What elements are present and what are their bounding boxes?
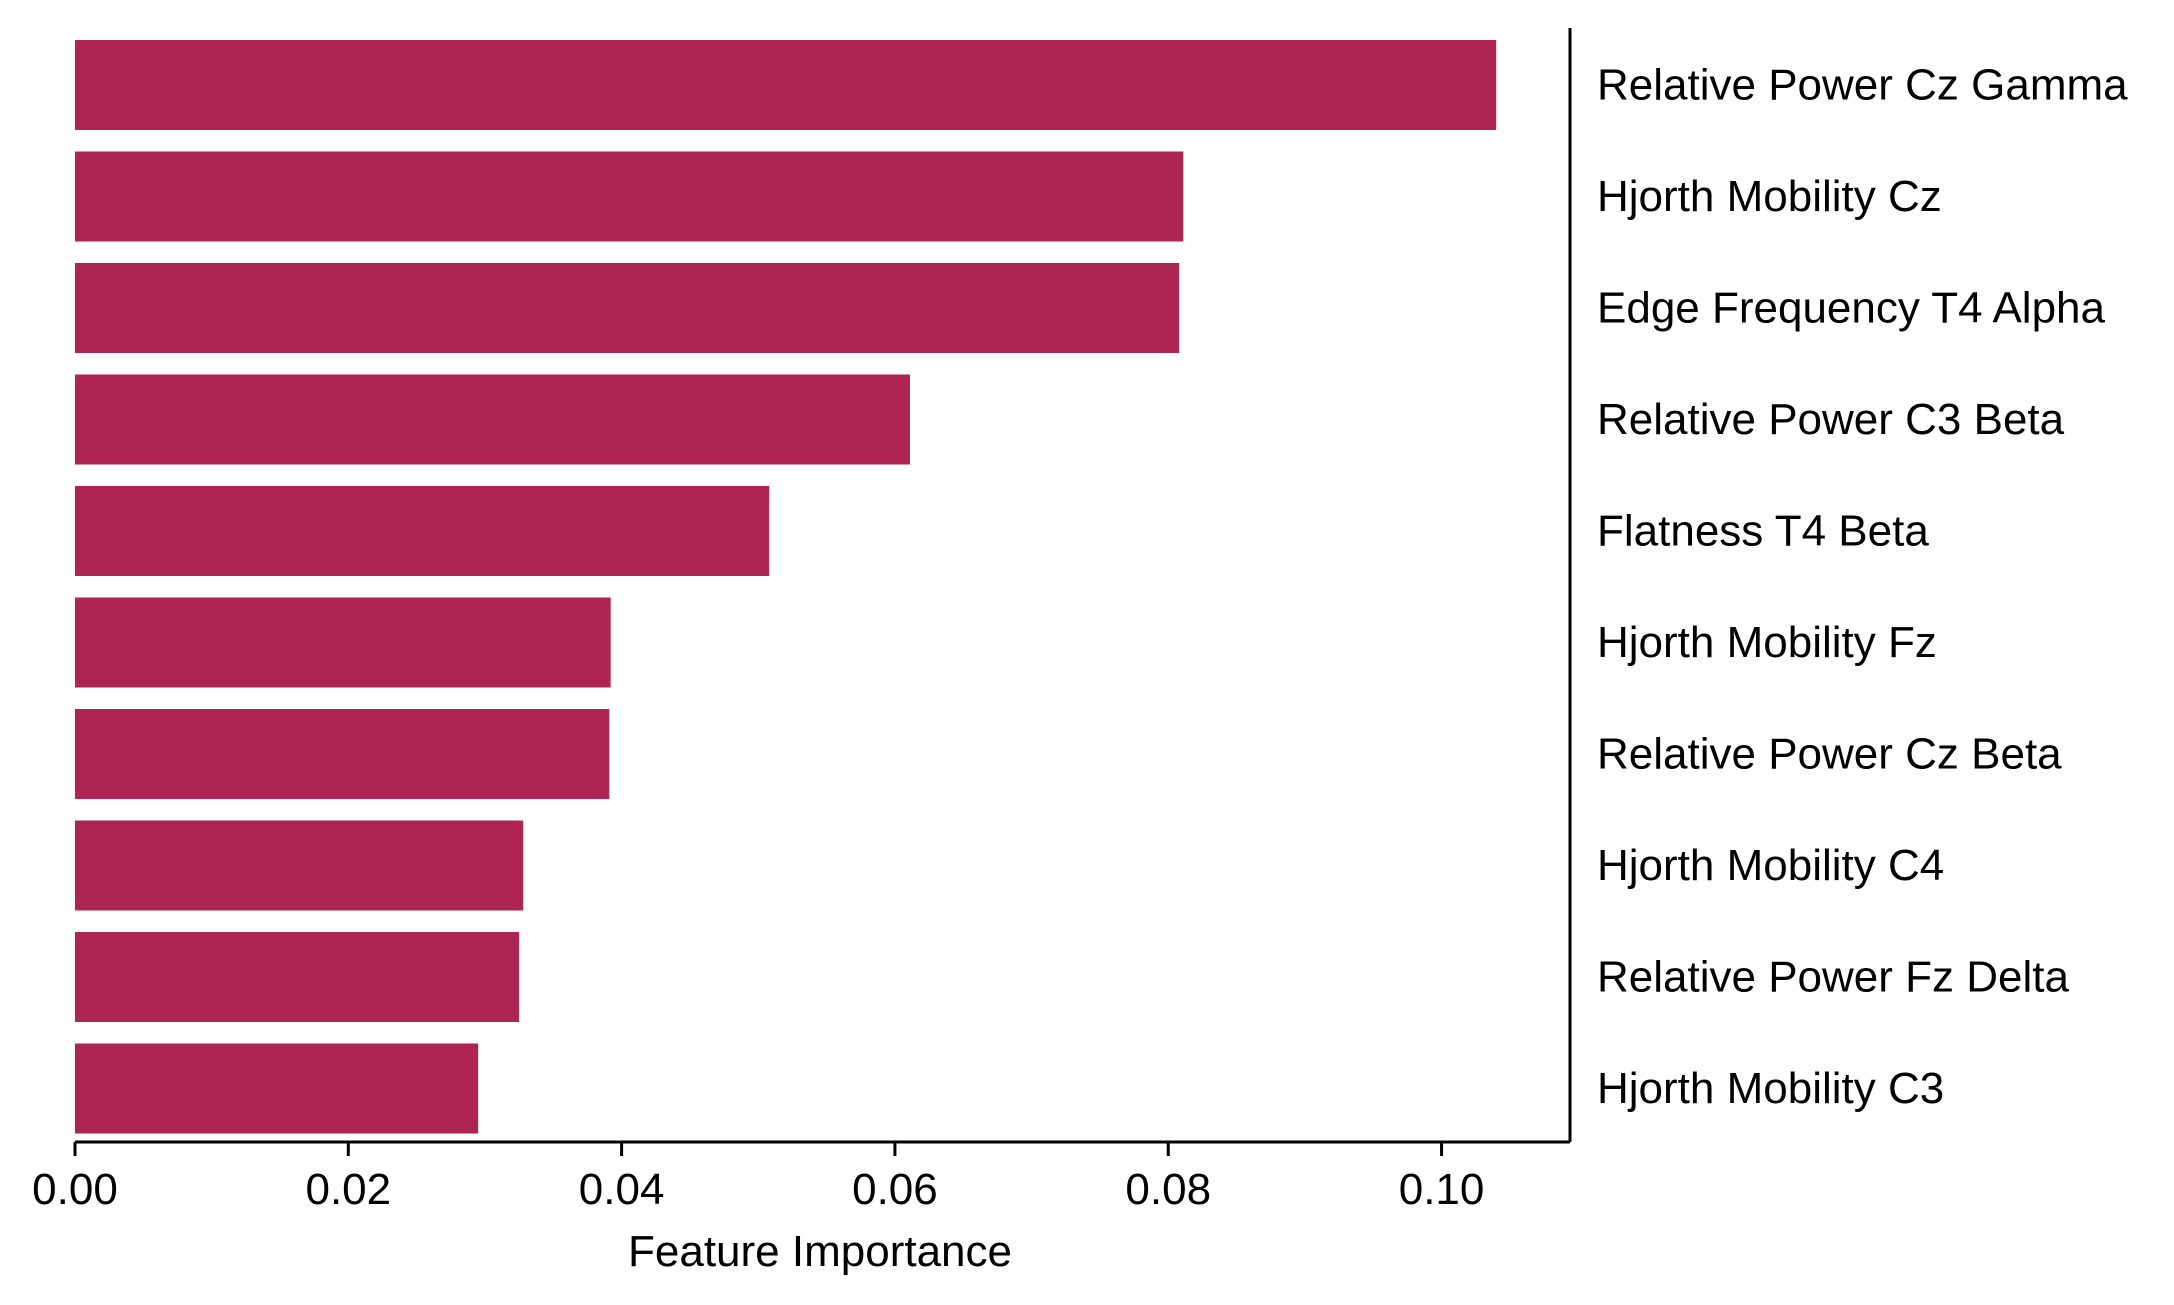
- x-tick-label: 0.02: [305, 1165, 391, 1214]
- x-tick-label: 0.10: [1399, 1165, 1485, 1214]
- bar: [75, 932, 520, 1022]
- bar: [75, 40, 1497, 130]
- category-label: Relative Power C3 Beta: [1597, 395, 2065, 444]
- bar: [75, 374, 910, 465]
- bar: [75, 597, 611, 688]
- bar: [75, 263, 1180, 353]
- category-label: Relative Power Fz Delta: [1597, 953, 2069, 1002]
- x-tick-label: 0.04: [579, 1165, 665, 1214]
- category-label: Flatness T4 Beta: [1597, 507, 1929, 556]
- category-label: Edge Frequency T4 Alpha: [1597, 284, 2106, 333]
- labels-layer: Relative Power Cz Gamma Hjorth Mobility C…: [32, 61, 2128, 1215]
- category-label: Hjorth Mobility Fz: [1597, 618, 1937, 667]
- bar: [75, 709, 610, 799]
- bar: [75, 1043, 479, 1134]
- category-label: Relative Power Cz Gamma: [1597, 61, 2128, 110]
- bar: [75, 486, 770, 576]
- category-label: Hjorth Mobility C4: [1597, 841, 1944, 890]
- x-tick-label: 0.06: [852, 1165, 938, 1214]
- bar: [75, 151, 1184, 242]
- x-tick-label: 0.00: [32, 1165, 118, 1214]
- x-axis-title: Feature Importance: [628, 1227, 1012, 1276]
- bars-layer: [75, 40, 1497, 1134]
- category-label: Hjorth Mobility Cz: [1597, 172, 1942, 221]
- axes-layer: [73, 28, 1572, 1156]
- bar: [75, 820, 524, 911]
- x-tick-label: 0.08: [1125, 1165, 1211, 1214]
- category-label: Hjorth Mobility C3: [1597, 1064, 1944, 1113]
- category-label: Relative Power Cz Beta: [1597, 730, 2062, 779]
